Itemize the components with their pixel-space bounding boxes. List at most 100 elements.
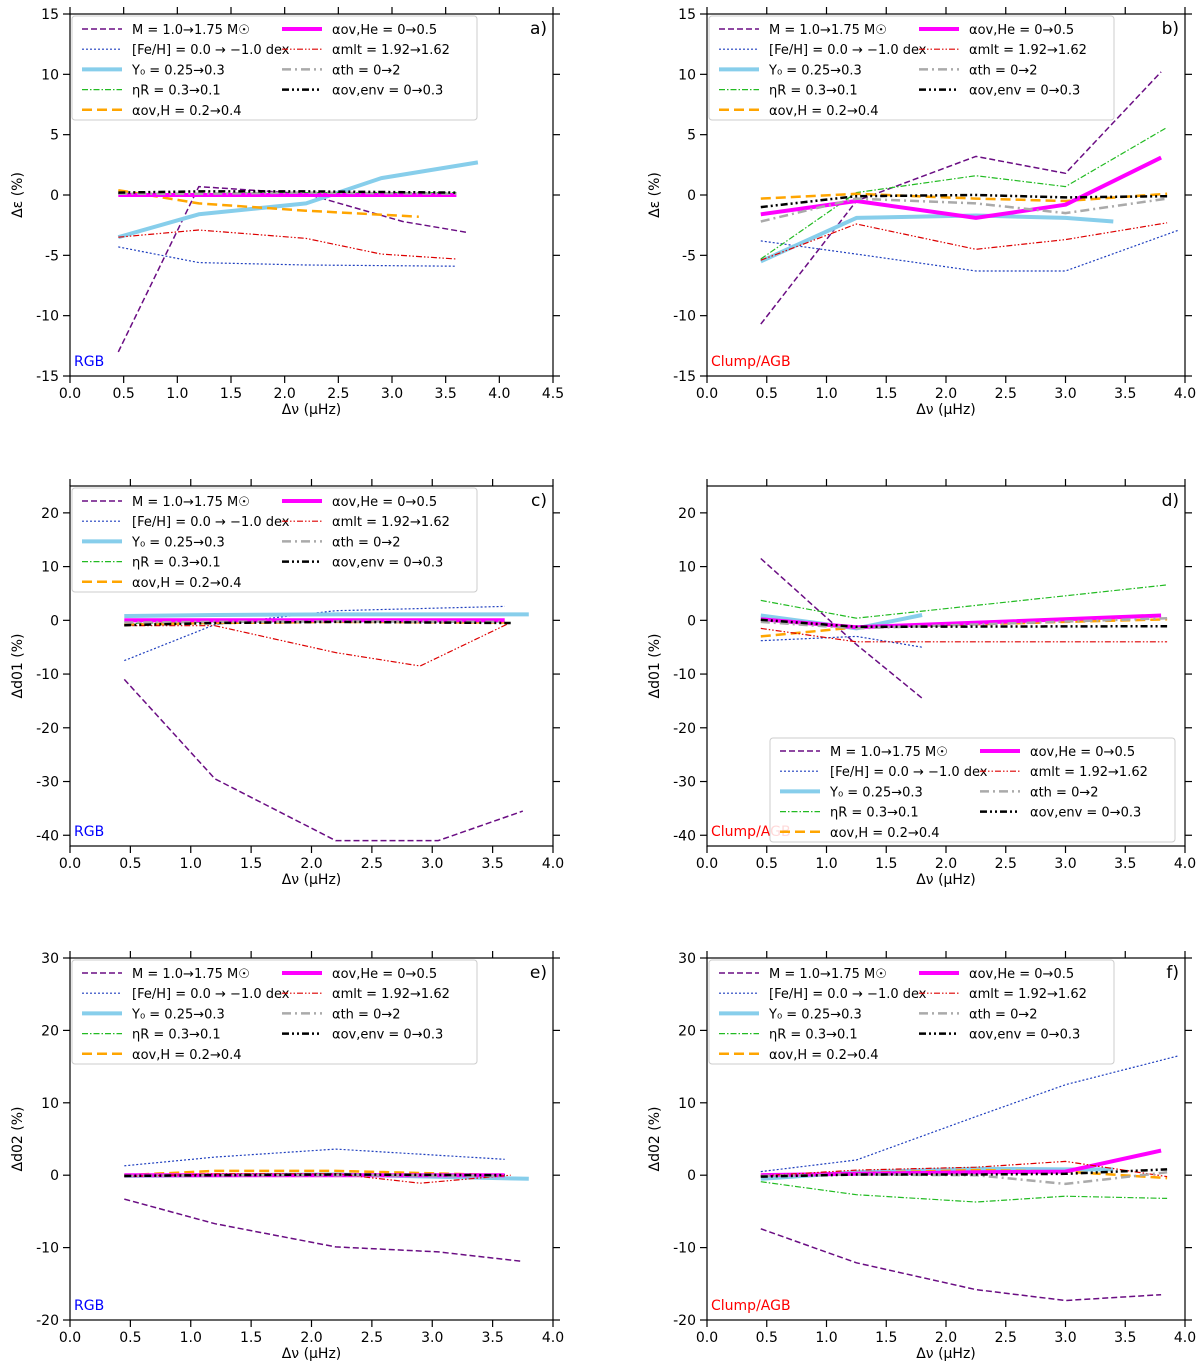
y-tick-label: 20: [41, 1023, 59, 1039]
y-tick-label: 0: [50, 188, 59, 204]
panel-label: c): [531, 491, 547, 511]
legend-label-eta: ηR = 0.3→0.1: [132, 1028, 221, 1043]
series-line-y0: [759, 213, 1114, 264]
panel-label: b): [1162, 19, 1179, 39]
legend-label-feh: [Fe/H] = 0.0 → −1.0 dex: [132, 43, 290, 58]
series-line-mass: [124, 1198, 523, 1263]
legend-label-y0: Y₀ = 0.25→0.3: [768, 63, 862, 78]
legend-label-mass: M = 1.0→1.75 M☉: [132, 967, 250, 982]
series-group: [117, 160, 479, 353]
legend-label-ovhe: αov,He = 0→0.5: [332, 23, 437, 38]
x-tick-label: 0.5: [756, 386, 778, 402]
legend-label-ovhe: αov,He = 0→0.5: [969, 967, 1074, 982]
legend: M = 1.0→1.75 M☉ [Fe/H] = 0.0 → −1.0 dex Y₀…: [708, 15, 1115, 121]
y-tick-label: -20: [36, 721, 59, 737]
legend-label-ovh: αov,H = 0.2→0.4: [132, 104, 242, 119]
legend-label-mlt: αmlt = 1.92→1.62: [332, 987, 450, 1002]
x-tick-label: 2.0: [300, 856, 322, 872]
series-line-feh: [760, 635, 923, 648]
x-axis-label: Δν (μHz): [282, 1346, 342, 1362]
x-tick-label: 0.5: [756, 856, 778, 872]
legend-label-y0: Y₀ = 0.25→0.3: [131, 535, 225, 550]
y-tick-label: 20: [678, 506, 696, 522]
legend-label-mass: M = 1.0→1.75 M☉: [132, 495, 250, 510]
legend-label-eta: ηR = 0.3→0.1: [769, 1028, 858, 1043]
legend: M = 1.0→1.75 M☉ [Fe/H] = 0.0 → −1.0 dex Y₀…: [71, 959, 478, 1065]
legend-label-env: αov,env = 0→0.3: [332, 1028, 443, 1043]
y-tick-label: 10: [678, 67, 696, 83]
legend-label-eta: ηR = 0.3→0.1: [769, 84, 858, 99]
x-tick-label: 1.5: [240, 1330, 262, 1346]
x-tick-label: 3.5: [481, 856, 503, 872]
legend-label-ovh: αov,H = 0.2→0.4: [769, 104, 879, 119]
x-tick-label: 0.5: [119, 856, 141, 872]
y-axis-label: Δε (%): [10, 172, 26, 218]
x-tick-label: 2.0: [300, 1330, 322, 1346]
series-line-y0: [117, 160, 479, 240]
x-tick-label: 2.5: [327, 386, 349, 402]
legend-label-ovh: αov,H = 0.2→0.4: [132, 1048, 242, 1063]
region-tag: RGB: [74, 824, 104, 840]
x-tick-label: 1.0: [815, 1330, 837, 1346]
y-tick-label: -30: [36, 775, 59, 791]
chart-panel-b: 0.0 0.5 1.0 1.5 2.0 2.5 3.0 3.5 4.0 -15 -10 -5 0 5 10 1…: [647, 7, 1196, 418]
series-line-mass: [760, 557, 923, 699]
x-tick-label: 0.0: [696, 386, 718, 402]
legend-label-env: αov,env = 0→0.3: [1030, 806, 1141, 821]
series-group: [123, 605, 529, 842]
x-tick-label: 3.0: [1054, 1330, 1076, 1346]
series-line-th: [760, 197, 1168, 223]
x-tick-label: 3.0: [1054, 386, 1076, 402]
series-line-th: [118, 191, 457, 196]
series-line-mlt: [118, 229, 457, 260]
series-line-env: [760, 1168, 1168, 1178]
x-tick-label: 1.0: [815, 386, 837, 402]
legend-label-mlt: αmlt = 1.92→1.62: [1030, 765, 1148, 780]
y-tick-label: 10: [678, 1096, 696, 1112]
legend-label-eta: ηR = 0.3→0.1: [132, 556, 221, 571]
x-axis-label: Δν (μHz): [282, 872, 342, 888]
x-tick-label: 3.5: [435, 386, 457, 402]
region-tag: RGB: [74, 354, 104, 370]
x-axis-label: Δν (μHz): [282, 402, 342, 418]
panel-label: f): [1166, 963, 1179, 983]
x-tick-label: 3.5: [481, 1330, 503, 1346]
y-tick-label: -5: [682, 248, 696, 264]
x-tick-label: 0.5: [119, 1330, 141, 1346]
y-axis-label: Δd01 (%): [10, 634, 26, 699]
series-line-feh: [124, 1148, 505, 1167]
legend: M = 1.0→1.75 M☉ [Fe/H] = 0.0 → −1.0 dex Y₀…: [71, 487, 478, 593]
series-line-feh: [118, 246, 457, 267]
y-tick-label: -10: [673, 667, 696, 683]
y-axis-label: Δd01 (%): [647, 634, 663, 699]
series-line-feh: [760, 1055, 1180, 1173]
series-line-env: [760, 193, 1168, 209]
series-line-ovh: [760, 192, 1168, 203]
x-tick-label: 1.0: [166, 386, 188, 402]
series-line-mass: [117, 185, 468, 353]
series-group: [760, 557, 1168, 699]
legend-box: [71, 15, 478, 121]
y-tick-label: 15: [678, 7, 696, 23]
y-tick-label: -10: [673, 1241, 696, 1257]
legend-label-th: αth = 0→2: [332, 63, 401, 78]
y-tick-label: -20: [36, 1313, 59, 1329]
y-tick-label: -20: [673, 721, 696, 737]
legend-label-mass: M = 1.0→1.75 M☉: [830, 745, 948, 760]
legend-label-ovh: αov,H = 0.2→0.4: [830, 826, 940, 841]
y-tick-label: 0: [687, 1168, 696, 1184]
legend-label-env: αov,env = 0→0.3: [332, 84, 443, 99]
x-tick-label: 0.0: [696, 1330, 718, 1346]
x-tick-label: 0.5: [113, 386, 135, 402]
series-line-eta: [760, 1181, 1168, 1203]
x-tick-label: 3.0: [1054, 856, 1076, 872]
x-tick-label: 0.0: [696, 856, 718, 872]
y-axis-label: Δε (%): [647, 172, 663, 218]
region-tag: RGB: [74, 1298, 104, 1314]
series-line-env: [118, 190, 457, 194]
legend-label-feh: [Fe/H] = 0.0 → −1.0 dex: [132, 515, 290, 530]
x-tick-label: 2.0: [935, 856, 957, 872]
x-tick-label: 3.0: [421, 1330, 443, 1346]
x-tick-label: 4.0: [1174, 386, 1196, 402]
series-line-env: [124, 620, 511, 627]
